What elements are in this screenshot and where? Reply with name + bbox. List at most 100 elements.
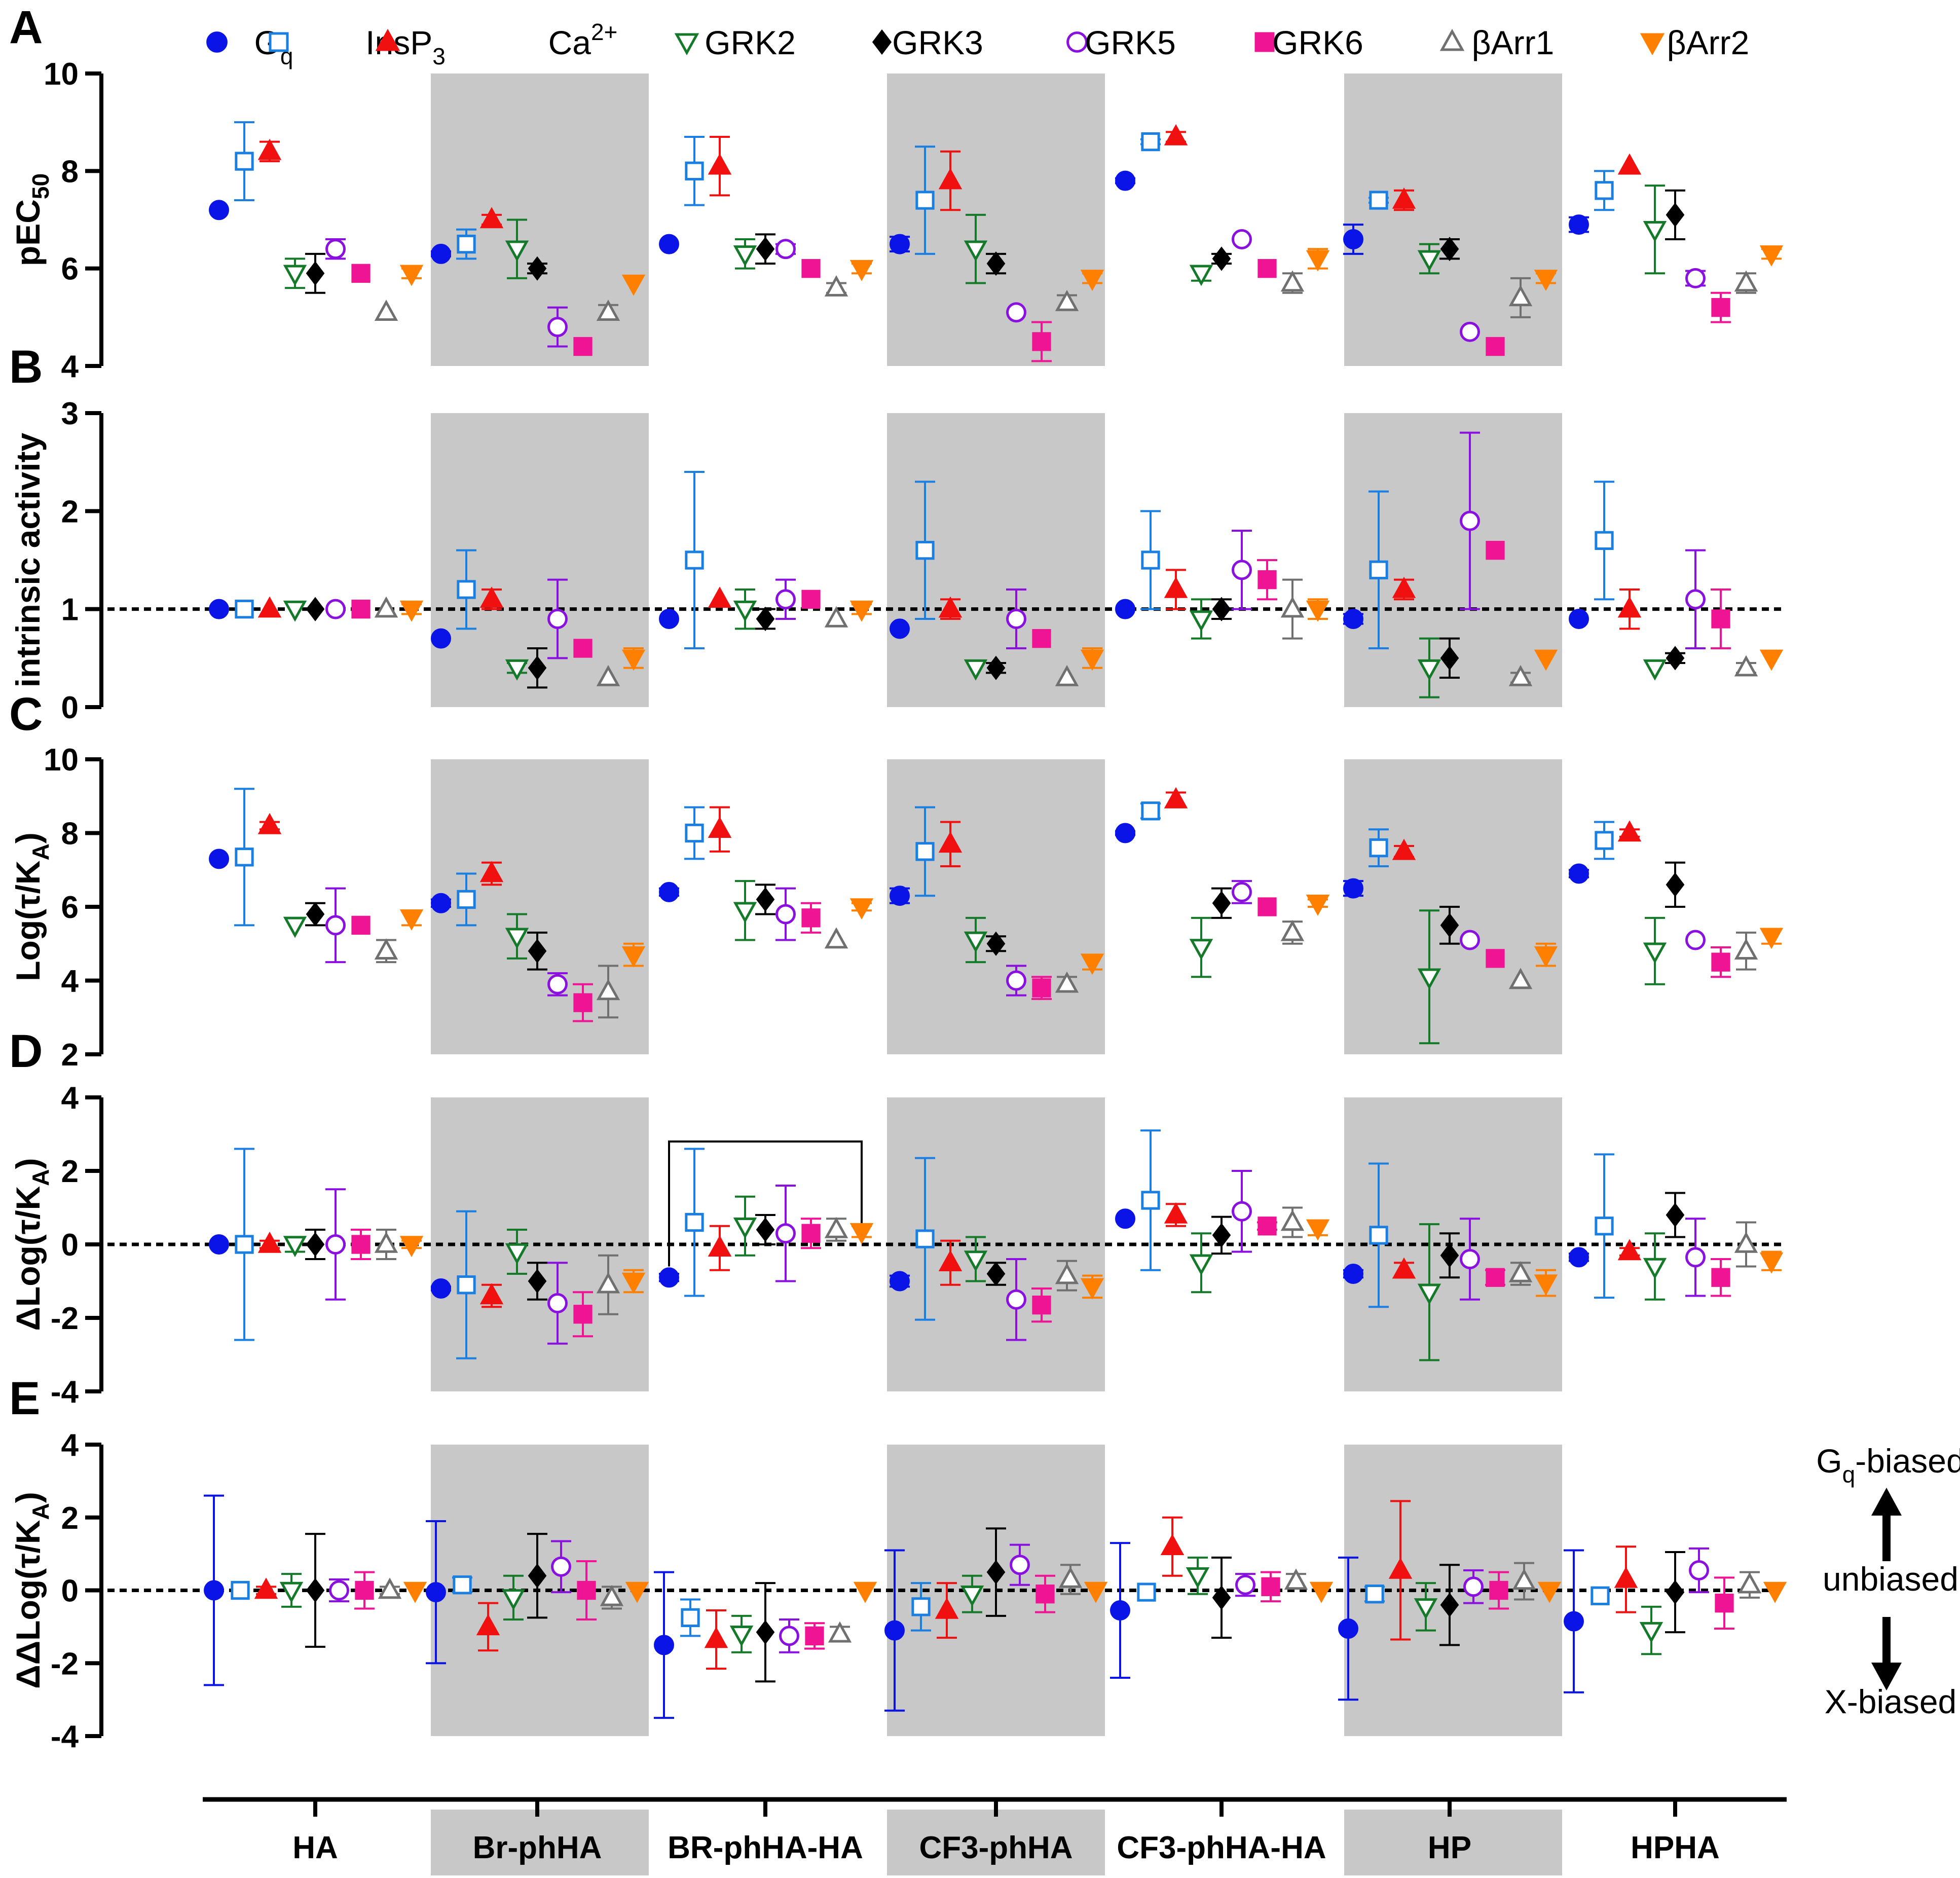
data-point: [235, 1235, 254, 1254]
category-axis: HA Br-phHA BR-phHA-HA CF3-phHA CF3-phHA-HA HP…: [203, 1797, 1787, 1865]
data-point: [756, 1620, 775, 1645]
data-point: [596, 665, 620, 686]
data-point: [204, 1580, 224, 1601]
data-point: [399, 600, 424, 622]
data-point: [1534, 946, 1558, 968]
data-point: [374, 938, 398, 960]
data-point: [1032, 1295, 1051, 1315]
panel-letter: B: [9, 341, 43, 393]
data-point: [1212, 597, 1231, 621]
y-tick-label: -2: [51, 1646, 79, 1681]
data-point: [1666, 1202, 1685, 1228]
data-point: [231, 1580, 250, 1600]
y-axis-label-main: intrinsic activity: [9, 432, 47, 687]
legend-label: GRK2: [705, 24, 796, 61]
data-point: [283, 600, 307, 622]
series-grk3: [306, 597, 1685, 689]
data-point: [1388, 1557, 1413, 1579]
data-point: [1486, 337, 1505, 356]
data-point: [431, 1278, 451, 1299]
data-point: [685, 550, 704, 570]
data-point: [824, 275, 848, 297]
data-point: [547, 974, 568, 995]
data-point: [596, 979, 620, 1001]
data-point: [1689, 1560, 1709, 1580]
data-point: [209, 599, 229, 619]
data-point: [890, 234, 910, 254]
gq-biased-label-sub: q: [1842, 1461, 1856, 1488]
data-point: [1392, 1257, 1416, 1279]
legend-label: GRK6: [1272, 24, 1363, 61]
y-axis-label-end: ): [9, 1492, 47, 1503]
data-point: [1617, 820, 1642, 842]
data-point: [801, 259, 821, 278]
data-point: [1534, 649, 1558, 671]
data-point: [1006, 609, 1026, 629]
data-point: [1569, 863, 1589, 884]
data-point: [573, 639, 593, 658]
data-point: [659, 234, 679, 254]
data-point: [528, 655, 547, 680]
category-label: CF3-phHA: [919, 1830, 1073, 1865]
y-tick-label: 2: [61, 1038, 79, 1073]
data-point: [573, 337, 593, 356]
data-point: [964, 240, 988, 262]
legend: Gq InsP3 Ca2+ GRK2 GRK3 GRK5 GRK6 βArr1 βArr2: [206, 19, 1749, 69]
data-point: [849, 898, 874, 920]
data-point: [1737, 1572, 1762, 1594]
panel-letter: C: [9, 688, 43, 740]
legend-label-main: GRK2: [705, 24, 796, 61]
series-gq: [209, 823, 1589, 913]
y-axis-label: intrinsic activity: [9, 432, 47, 687]
data-point: [1055, 289, 1079, 311]
y-tick-label: 4: [61, 1081, 79, 1116]
data-point: [1160, 1534, 1185, 1555]
data-point: [1343, 609, 1363, 629]
data-point: [1595, 831, 1614, 850]
data-point: [1080, 649, 1104, 671]
shade-band: [431, 73, 649, 366]
data-point: [1055, 665, 1079, 686]
data-point: [1032, 629, 1051, 648]
y-axis-label: ΔΔLog(τ/KA): [9, 1492, 54, 1688]
legend-marker: [872, 29, 892, 55]
data-point: [596, 300, 620, 321]
data-point: [1084, 1581, 1108, 1603]
legend-marker: [1640, 33, 1665, 56]
data-point: [1392, 576, 1416, 598]
series-arr2: [399, 598, 1784, 671]
data-point: [1306, 894, 1330, 916]
data-point: [733, 902, 757, 924]
data-point: [801, 908, 821, 928]
series-grk5: [325, 880, 1706, 997]
series-insp3: [234, 788, 1614, 927]
data-point: [1537, 1581, 1562, 1603]
data-point: [1417, 968, 1441, 990]
data-point: [257, 138, 282, 160]
data-point: [1440, 1243, 1459, 1268]
legend-label: InsP3: [365, 24, 446, 69]
series-arr1: [374, 270, 1758, 321]
data-point: [1164, 124, 1188, 145]
category-label: HA: [292, 1830, 338, 1865]
data-point: [685, 161, 704, 180]
data-point: [1711, 1268, 1730, 1287]
data-point: [1343, 1264, 1363, 1284]
data-point: [1508, 968, 1533, 989]
legend-item-arr2: βArr2: [1640, 24, 1749, 61]
data-point: [1734, 270, 1758, 292]
data-point: [805, 1626, 824, 1645]
y-tick-label: 2: [61, 494, 79, 529]
data-point: [479, 207, 504, 229]
y-axis-label-end: ): [9, 1158, 47, 1169]
data-point: [254, 1577, 278, 1599]
data-point: [1534, 1274, 1558, 1296]
legend-item-arr1: βArr1: [1439, 24, 1554, 61]
data-point: [325, 599, 346, 619]
data-point: [960, 1585, 984, 1607]
legend-label-main: GRK3: [892, 24, 983, 61]
category-label: HPHA: [1631, 1830, 1720, 1865]
data-point: [779, 1626, 799, 1646]
series-arr1: [374, 578, 1758, 686]
